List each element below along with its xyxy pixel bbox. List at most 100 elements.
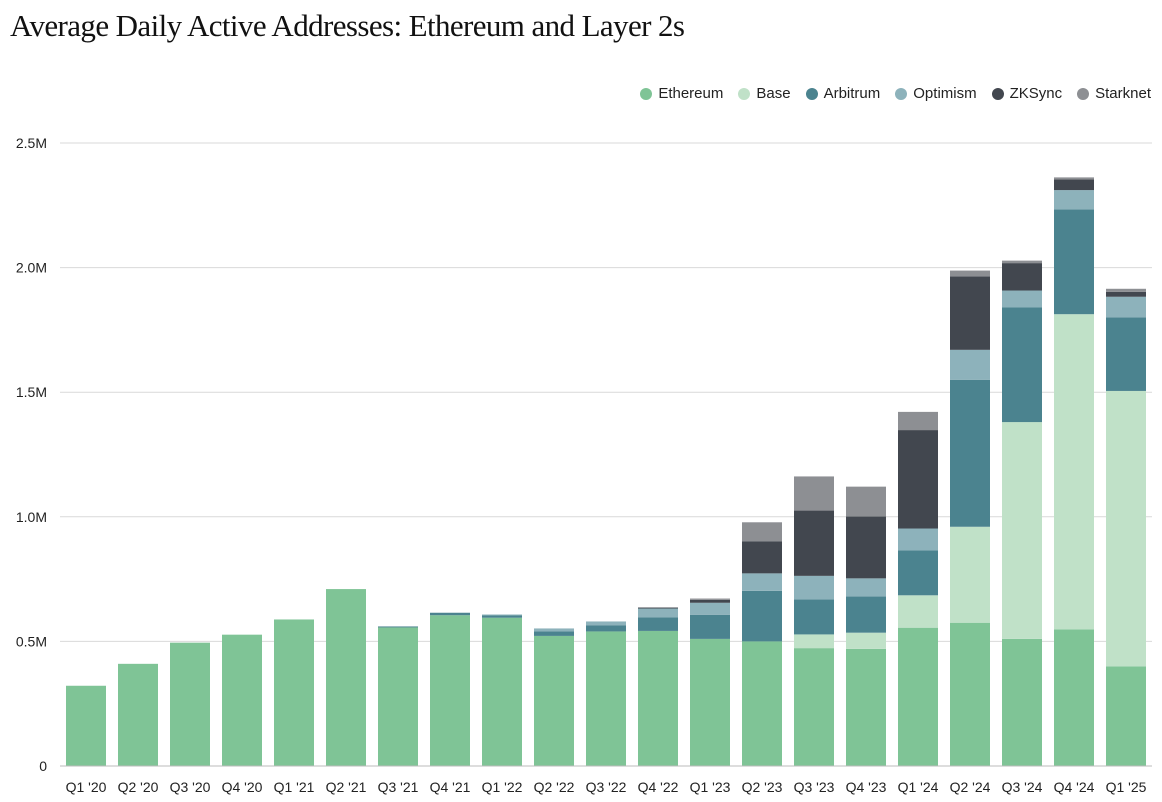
bar-segment-starknet [1054, 177, 1094, 180]
bar-segment-ethereum [898, 627, 938, 766]
bar-segment-zksync [742, 541, 782, 574]
bar-segment-zksync [794, 510, 834, 576]
bar-segment-optimism [1106, 296, 1146, 318]
bar-segment-arbitrum [638, 617, 678, 631]
bar-segment-optimism [1054, 190, 1094, 210]
bar-segment-ethereum [326, 589, 366, 766]
bar-segment-optimism [846, 578, 886, 597]
x-tick-label: Q2 '20 [118, 779, 159, 795]
bar-segment-optimism [586, 621, 626, 626]
legend-item-starknet: Starknet [1077, 85, 1151, 102]
legend-swatch [640, 87, 653, 100]
legend-item-base: Base [738, 85, 791, 102]
bar-segment-optimism [534, 628, 574, 632]
bar-segment-optimism [794, 575, 834, 600]
bar-segment-zksync [1002, 263, 1042, 291]
legend-label: ZKSync [1009, 85, 1063, 102]
x-tick-label: Q3 '20 [170, 779, 211, 795]
bar-segment-optimism [482, 614, 522, 616]
legend-swatch [1077, 87, 1090, 100]
bar-segment-arbitrum [794, 599, 834, 635]
legend-item-ethereum: Ethereum [640, 85, 723, 102]
bar-segment-zksync [898, 430, 938, 529]
bar-segment-arbitrum [430, 612, 470, 616]
y-tick-label: 1.0M [16, 509, 47, 525]
bar-segment-optimism [690, 602, 730, 615]
x-tick-label: Q4 '21 [430, 779, 471, 795]
bar-segment-base [846, 632, 886, 649]
bar-segment-optimism [950, 349, 990, 380]
bar-segment-optimism [742, 573, 782, 591]
bar-segment-arbitrum [378, 626, 418, 628]
bar-segment-starknet [950, 270, 990, 277]
bar-segment-ethereum [378, 627, 418, 766]
legend-swatch [895, 87, 908, 100]
x-tick-label: Q2 '24 [950, 779, 991, 795]
bar-segment-zksync [690, 599, 730, 603]
legend-swatch [738, 87, 751, 100]
bar-segment-optimism [898, 528, 938, 551]
legend-label: Arbitrum [823, 85, 881, 102]
bar-segment-ethereum [638, 630, 678, 766]
x-tick-label: Q1 '21 [274, 779, 315, 795]
x-tick-label: Q3 '24 [1002, 779, 1043, 795]
bar-segment-base [1054, 314, 1094, 630]
legend-label: Optimism [913, 85, 977, 102]
y-tick-label: 2.0M [16, 260, 47, 276]
bar-segment-base [898, 595, 938, 628]
x-tick-label: Q4 '23 [846, 779, 887, 795]
legend-label: Ethereum [658, 85, 724, 102]
bar-segment-ethereum [846, 648, 886, 766]
bar-segment-ethereum [222, 634, 262, 766]
bar-segment-ethereum [690, 638, 730, 766]
x-tick-label: Q2 '23 [742, 779, 783, 795]
bar-segment-base [794, 634, 834, 649]
bar-segment-ethereum [274, 619, 314, 766]
bar-segment-ethereum [482, 617, 522, 766]
bar-segment-ethereum [534, 635, 574, 766]
bar-segment-zksync [1054, 179, 1094, 191]
bar-segment-arbitrum [534, 631, 574, 636]
bar-segment-ethereum [1002, 638, 1042, 766]
bar-segment-starknet [794, 476, 834, 511]
legend: Ethereum Base Arbitrum Optimism ZKSync Starkn… [640, 85, 1151, 102]
bar-segment-starknet [898, 411, 938, 431]
bar-segment-ethereum [66, 685, 106, 766]
x-tick-label: Q1 '23 [690, 779, 731, 795]
bar-segment-ethereum [794, 648, 834, 766]
x-tick-label: Q2 '22 [534, 779, 575, 795]
bar-segment-arbitrum [1054, 209, 1094, 315]
bar-segment-ethereum [1054, 629, 1094, 766]
bar-segment-starknet [1002, 260, 1042, 264]
x-tick-label: Q3 '22 [586, 779, 627, 795]
legend-item-arbitrum: Arbitrum [805, 85, 881, 102]
chart-title: Average Daily Active Addresses: Ethereum… [10, 8, 685, 43]
bar-segment-ethereum [118, 663, 158, 766]
x-tick-label: Q3 '21 [378, 779, 419, 795]
bar-segment-arbitrum [846, 596, 886, 633]
legend-item-optimism: Optimism [895, 85, 977, 102]
bar-segment-arbitrum [742, 590, 782, 642]
x-tick-label: Q1 '25 [1106, 779, 1147, 795]
bar-segment-arbitrum [1106, 317, 1146, 391]
bar-segment-arbitrum [1002, 307, 1042, 423]
bar-segment-base [1106, 390, 1146, 667]
legend-label: Starknet [1095, 85, 1151, 102]
bar-segment-zksync [846, 516, 886, 579]
bar-segment-base [950, 526, 990, 623]
x-tick-label: Q4 '22 [638, 779, 679, 795]
bar-segment-starknet [846, 486, 886, 517]
x-tick-label: Q1 '20 [66, 779, 107, 795]
legend-swatch [805, 87, 818, 100]
bar-segment-ethereum [950, 622, 990, 766]
bar-segment-starknet [690, 598, 730, 600]
legend-label: Base [756, 85, 791, 102]
x-tick-label: Q1 '24 [898, 779, 939, 795]
bar-segment-ethereum [170, 642, 210, 766]
bar-segment-ethereum [742, 641, 782, 766]
x-tick-label: Q1 '22 [482, 779, 523, 795]
bar-segment-ethereum [1106, 666, 1146, 766]
bar-segment-optimism [638, 608, 678, 618]
legend-swatch [991, 87, 1004, 100]
bar-segment-arbitrum [690, 614, 730, 639]
